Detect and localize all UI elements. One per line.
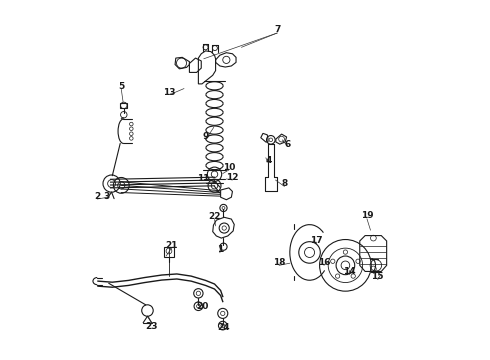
Text: 6: 6 bbox=[285, 140, 291, 149]
Text: 15: 15 bbox=[371, 272, 384, 281]
Text: 21: 21 bbox=[165, 241, 178, 250]
Text: 20: 20 bbox=[196, 302, 208, 311]
Text: 18: 18 bbox=[273, 258, 285, 267]
Text: 9: 9 bbox=[202, 132, 209, 141]
Text: 11: 11 bbox=[197, 174, 210, 183]
Text: 8: 8 bbox=[281, 179, 288, 188]
Text: 23: 23 bbox=[146, 322, 158, 331]
Text: 14: 14 bbox=[343, 267, 355, 276]
Text: 13: 13 bbox=[164, 87, 176, 96]
Text: 4: 4 bbox=[265, 156, 271, 165]
Text: 5: 5 bbox=[118, 82, 124, 91]
Text: 10: 10 bbox=[222, 163, 235, 172]
Text: 1: 1 bbox=[217, 246, 223, 255]
Text: 7: 7 bbox=[274, 25, 280, 34]
Text: 16: 16 bbox=[318, 258, 330, 267]
Text: 22: 22 bbox=[208, 212, 221, 221]
Text: 24: 24 bbox=[217, 323, 230, 332]
Text: 19: 19 bbox=[361, 211, 373, 220]
Text: 17: 17 bbox=[310, 237, 323, 246]
Text: 2: 2 bbox=[94, 192, 100, 201]
Text: 3: 3 bbox=[104, 192, 110, 201]
Text: 12: 12 bbox=[226, 173, 239, 182]
